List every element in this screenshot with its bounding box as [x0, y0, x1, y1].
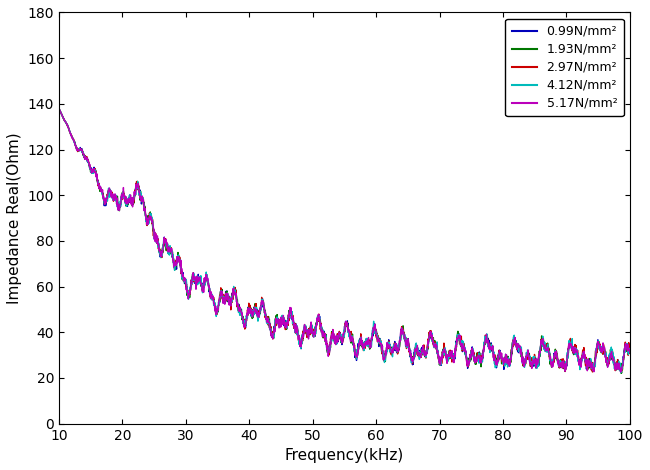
2.97N/mm²: [504, 357, 512, 362]
4.12N/mm²: [617, 370, 625, 376]
1.93N/mm²: [504, 359, 512, 364]
0.99N/mm²: [55, 106, 63, 111]
4.12N/mm²: [609, 350, 617, 356]
1.93N/mm²: [317, 329, 325, 335]
Line: 2.97N/mm²: 2.97N/mm²: [59, 109, 630, 372]
0.99N/mm²: [610, 353, 617, 359]
5.17N/mm²: [317, 329, 325, 334]
5.17N/mm²: [504, 361, 512, 367]
4.12N/mm²: [333, 342, 341, 347]
5.17N/mm²: [84, 157, 92, 163]
4.12N/mm²: [626, 349, 634, 354]
1.93N/mm²: [610, 353, 617, 359]
1.93N/mm²: [333, 338, 341, 344]
2.97N/mm²: [626, 351, 634, 356]
0.99N/mm²: [609, 356, 617, 361]
4.12N/mm²: [504, 355, 512, 360]
X-axis label: Frequency(kHz): Frequency(kHz): [285, 448, 404, 463]
0.99N/mm²: [626, 344, 634, 350]
4.12N/mm²: [317, 327, 325, 332]
2.97N/mm²: [588, 369, 596, 375]
5.17N/mm²: [55, 106, 63, 111]
2.97N/mm²: [333, 338, 341, 344]
5.17N/mm²: [333, 332, 341, 338]
2.97N/mm²: [55, 106, 63, 111]
Line: 0.99N/mm²: 0.99N/mm²: [59, 109, 630, 373]
1.93N/mm²: [55, 106, 63, 111]
2.97N/mm²: [84, 157, 92, 163]
0.99N/mm²: [317, 325, 325, 330]
0.99N/mm²: [504, 355, 512, 361]
2.97N/mm²: [610, 356, 617, 361]
Legend: 0.99N/mm², 1.93N/mm², 2.97N/mm², 4.12N/mm², 5.17N/mm²: 0.99N/mm², 1.93N/mm², 2.97N/mm², 4.12N/m…: [505, 19, 623, 116]
0.99N/mm²: [618, 370, 625, 376]
Line: 4.12N/mm²: 4.12N/mm²: [59, 109, 630, 373]
2.97N/mm²: [610, 355, 617, 360]
1.93N/mm²: [618, 370, 625, 376]
0.99N/mm²: [333, 337, 341, 343]
Line: 1.93N/mm²: 1.93N/mm²: [59, 109, 630, 373]
4.12N/mm²: [610, 360, 617, 366]
4.12N/mm²: [84, 159, 92, 165]
5.17N/mm²: [609, 358, 617, 363]
Line: 5.17N/mm²: 5.17N/mm²: [59, 109, 630, 372]
Y-axis label: Impedance Real(Ohm): Impedance Real(Ohm): [7, 132, 22, 304]
1.93N/mm²: [609, 358, 617, 364]
2.97N/mm²: [317, 327, 325, 333]
5.17N/mm²: [626, 350, 634, 355]
5.17N/mm²: [617, 369, 625, 375]
5.17N/mm²: [610, 356, 617, 361]
1.93N/mm²: [626, 350, 634, 355]
0.99N/mm²: [84, 159, 92, 164]
1.93N/mm²: [84, 159, 92, 164]
4.12N/mm²: [55, 106, 63, 111]
